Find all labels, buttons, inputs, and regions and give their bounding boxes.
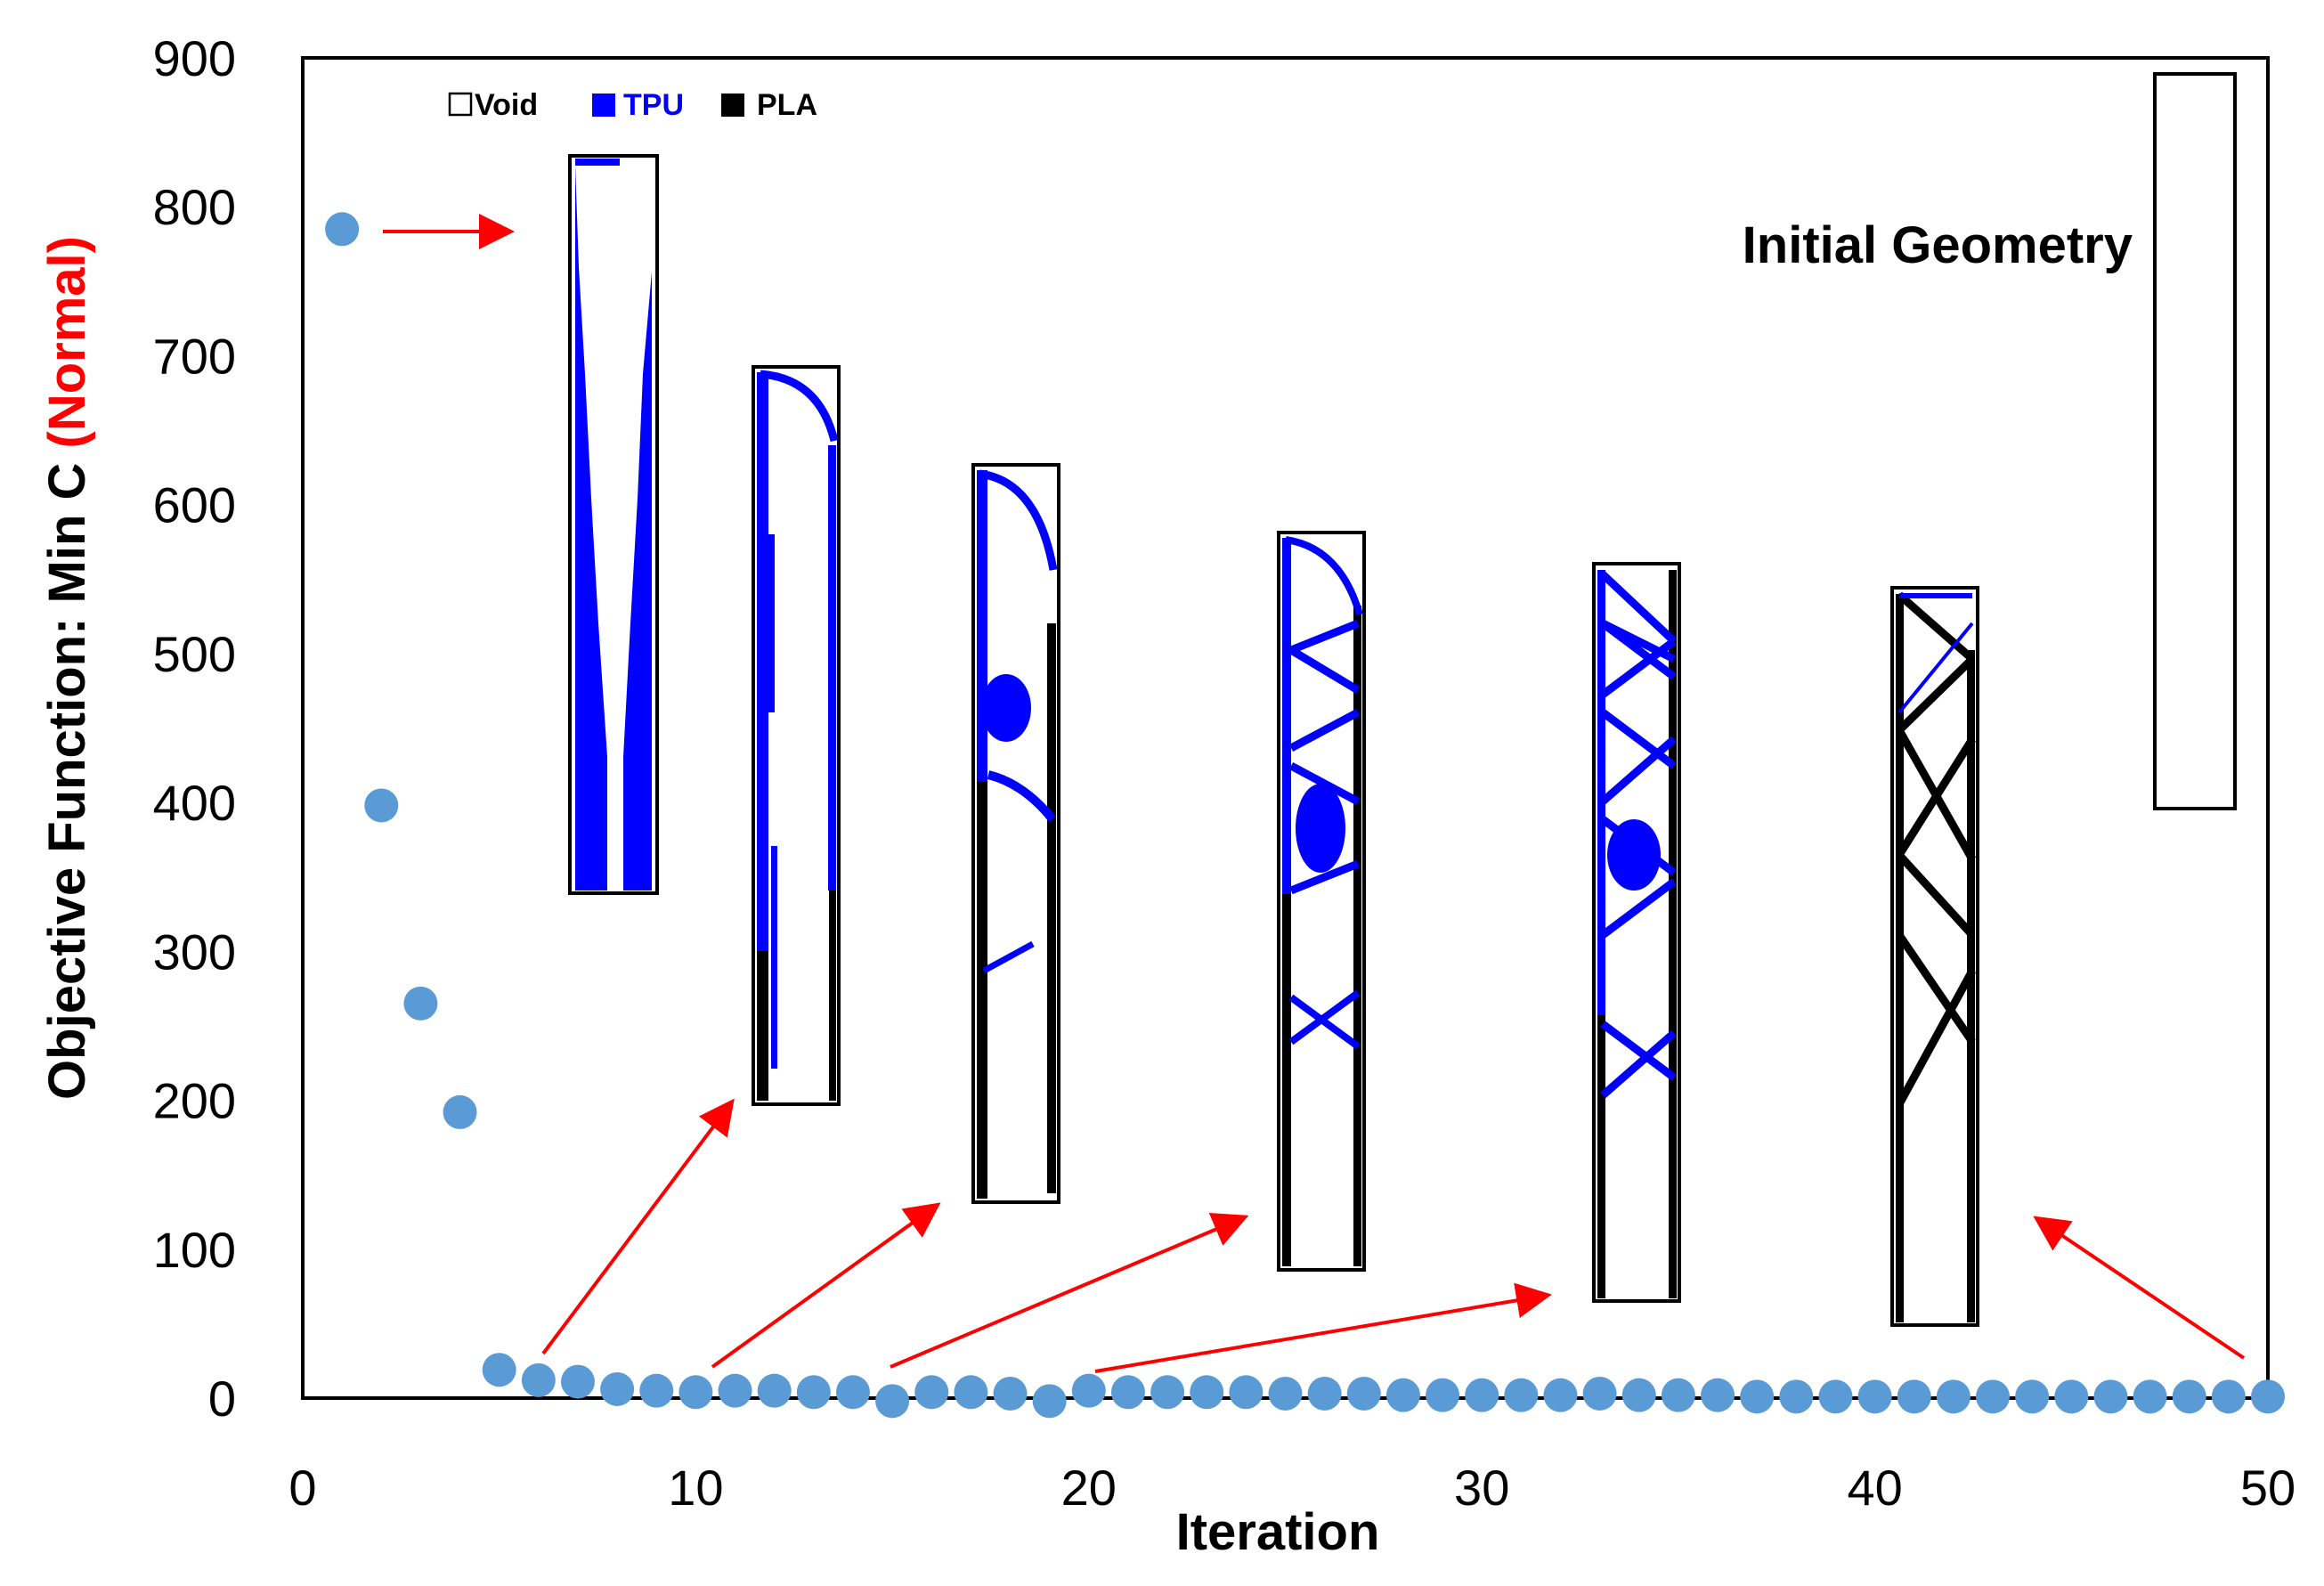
data-point (993, 1376, 1028, 1411)
x-tick-label: 50 (2240, 1460, 2296, 1516)
data-point (1936, 1379, 1971, 1414)
data-point (1897, 1379, 1931, 1414)
data-point (875, 1384, 910, 1419)
y-axis-title: Objective Function: Min C (Normal) (38, 236, 96, 1100)
y-tick-label: 900 (153, 30, 236, 86)
topology-inset-1 (568, 154, 659, 895)
y-axis-title-highlight: (Normal) (38, 236, 96, 448)
data-point (2211, 1379, 2246, 1414)
data-point (2251, 1379, 2285, 1414)
data-point (1150, 1375, 1185, 1410)
data-point (1307, 1376, 1342, 1411)
arrow-11 (711, 1202, 941, 1369)
data-point (1110, 1375, 1145, 1410)
arrow-21 (1094, 1282, 1552, 1373)
x-tick-label: 40 (1847, 1460, 1902, 1516)
data-point (1779, 1379, 1814, 1414)
data-point (1582, 1376, 1617, 1411)
data-point (1976, 1379, 2011, 1414)
y-tick-label: 400 (153, 775, 236, 831)
data-point (954, 1375, 988, 1410)
data-point (1504, 1378, 1539, 1412)
data-point (1740, 1379, 1775, 1414)
data-point (1621, 1378, 1656, 1412)
legend-label-tpu: TPU (623, 88, 684, 122)
topology-inset-5 (1592, 562, 1681, 1303)
data-point (1818, 1379, 1853, 1414)
data-point (718, 1373, 752, 1408)
data-point (796, 1375, 831, 1410)
data-point (560, 1364, 595, 1399)
x-tick-label: 0 (288, 1460, 316, 1516)
y-tick-label: 300 (153, 923, 236, 980)
legend-swatch-void (448, 92, 473, 117)
data-point (443, 1094, 477, 1129)
initial-geometry-box (2153, 72, 2237, 810)
data-points (325, 212, 2285, 1419)
x-tick-label: 20 (1061, 1460, 1117, 1516)
data-point (325, 212, 360, 247)
data-point (1701, 1378, 1735, 1412)
data-point (1346, 1376, 1381, 1411)
y-tick-label: 700 (153, 328, 236, 384)
data-point (364, 788, 399, 823)
data-point (1190, 1375, 1224, 1410)
data-point (1032, 1384, 1067, 1419)
initial-geometry-label: Initial Geometry (1743, 216, 2133, 274)
data-point (1385, 1378, 1420, 1412)
data-point (2093, 1379, 2128, 1414)
y-axis-title-main: Objective Function: Min C (38, 449, 96, 1100)
data-point (2172, 1379, 2206, 1414)
y-tick-label: 600 (153, 477, 236, 533)
data-point (1426, 1378, 1460, 1412)
data-point (1268, 1376, 1303, 1411)
data-point (914, 1375, 949, 1410)
data-point (1661, 1378, 1695, 1412)
legend-swatch-tpu (592, 94, 615, 117)
topology-inset-4 (1277, 531, 1366, 1272)
topology-inset-2 (752, 365, 841, 1106)
x-tick-label: 10 (668, 1460, 723, 1516)
x-axis-title: Iteration (1176, 1503, 1380, 1561)
data-point (403, 986, 438, 1021)
arrow-50 (2033, 1216, 2246, 1360)
data-point (600, 1371, 635, 1406)
data-point (521, 1362, 556, 1397)
data-point (2133, 1379, 2167, 1414)
data-point (679, 1375, 713, 1410)
y-tick-label: 500 (153, 626, 236, 682)
data-point (835, 1375, 870, 1410)
legend: Void TPU PLA (448, 88, 817, 122)
x-tick-label: 30 (1454, 1460, 1509, 1516)
data-point (757, 1373, 792, 1408)
topology-inset-6 (1890, 586, 1979, 1327)
y-tick-label: 800 (153, 179, 236, 235)
topology-inset-3 (971, 463, 1060, 1204)
data-point (2054, 1379, 2089, 1414)
data-point (482, 1353, 516, 1387)
data-point (639, 1373, 674, 1408)
legend-label-pla: PLA (757, 88, 817, 122)
y-tick-label: 0 (208, 1370, 236, 1427)
data-point (1465, 1378, 1499, 1412)
legend-label-void: Void (475, 88, 538, 122)
data-point (1229, 1375, 1264, 1410)
data-point (1071, 1373, 1106, 1408)
y-axis-ticks: 0 100 200 300 400 500 600 700 800 900 (153, 30, 236, 1427)
data-point (2015, 1379, 2050, 1414)
y-tick-label: 100 (153, 1222, 236, 1278)
legend-swatch-pla (721, 94, 744, 117)
arrow-6 (541, 1098, 735, 1355)
data-point (1543, 1378, 1578, 1412)
x-axis-ticks: 0 10 20 30 40 50 (288, 1460, 2296, 1516)
y-tick-label: 200 (153, 1073, 236, 1129)
data-point (1857, 1379, 1892, 1414)
arrow-16 (890, 1213, 1249, 1369)
arrows (383, 214, 2246, 1373)
